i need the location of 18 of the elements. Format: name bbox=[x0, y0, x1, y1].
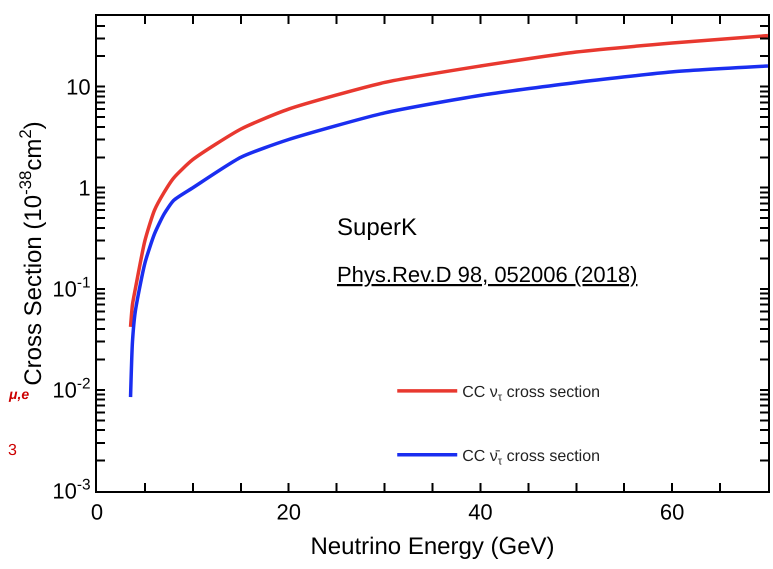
y-tick-label: 10$^{-2}$ bbox=[52, 375, 91, 403]
x-tick-label: 0 bbox=[90, 499, 104, 524]
annotation: SuperK bbox=[337, 214, 418, 241]
y-tick-label: 10$^{-3}$ bbox=[52, 476, 91, 504]
legend-label: CC ν̄$_{τ}$ cross section bbox=[462, 448, 600, 468]
x-tick-label: 60 bbox=[660, 499, 684, 524]
y-tick-label: 10 bbox=[66, 74, 91, 100]
x-tick-label: 40 bbox=[468, 499, 493, 524]
annotation: Phys.Rev.D 98, 052006 (2018) bbox=[337, 262, 638, 287]
legend-label: CC ν$_{τ}$ cross section bbox=[462, 384, 600, 404]
x-tick-label: 20 bbox=[276, 499, 301, 524]
line-series bbox=[128, 34, 768, 329]
text: 3 bbox=[8, 442, 17, 459]
y-tick-label: 10$^{-1}$ bbox=[52, 274, 91, 302]
text: μ,e bbox=[8, 386, 30, 402]
x-axis-title: Neutrino Energy (GeV) bbox=[310, 533, 555, 560]
line-series bbox=[128, 64, 768, 399]
y-tick-label: 1 bbox=[78, 175, 91, 200]
